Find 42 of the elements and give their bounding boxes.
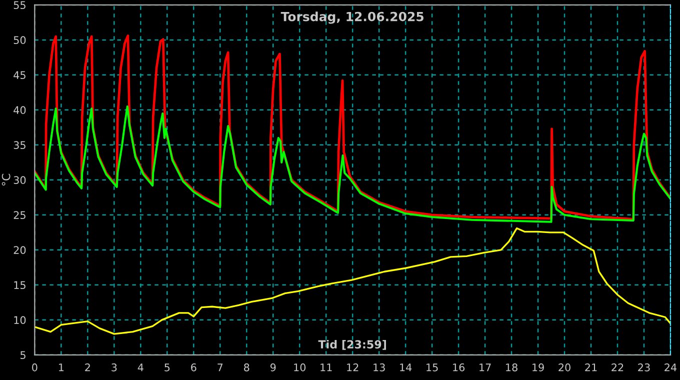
text: Torsdag, 12.06.2025 <box>280 12 424 24</box>
line-series <box>34 227 670 335</box>
x-tick-label: 15 <box>426 364 438 372</box>
x-tick-label: 22 <box>612 363 624 372</box>
x-tick-label: 16 <box>453 363 465 372</box>
y-tick-label: 15 <box>14 281 26 290</box>
x-tick-label: 14 <box>400 364 412 372</box>
y-tick-label: 30 <box>14 176 26 184</box>
y-axis-title: °C <box>2 174 10 186</box>
x-tick-label: 21 <box>585 363 597 372</box>
x-tick-label: 18 <box>506 363 518 372</box>
y-tick-label: 55 <box>14 1 26 10</box>
x-tick-label: 6 <box>191 363 196 372</box>
x-tick-label: 24 <box>664 363 677 372</box>
x-tick-label: 13 <box>374 363 385 372</box>
y-tick-label: 10 <box>14 316 26 324</box>
y-tick-label: 35 <box>14 141 26 150</box>
x-tick-label: 5 <box>164 364 170 372</box>
x-tick-label: 8 <box>244 363 250 372</box>
x-tick-label: 3 <box>112 363 117 372</box>
y-tick-label: 20 <box>14 246 26 254</box>
y-tick-label: 50 <box>14 36 26 44</box>
x-tick-label: 7 <box>218 364 223 372</box>
x-tick-label: 17 <box>480 364 491 372</box>
x-tick-label: 2 <box>85 363 90 372</box>
y-tick-label: 45 <box>14 71 26 80</box>
line-series <box>34 105 670 223</box>
x-tick-label: 20 <box>558 363 570 372</box>
x-tick-label: 23 <box>638 363 650 372</box>
y-tick-label: 40 <box>14 106 26 114</box>
x-tick-label: 10 <box>294 363 306 372</box>
x-tick-label: 4 <box>138 364 144 372</box>
x-axis-title: Tid [23:59] <box>318 340 386 350</box>
x-tick-label: 19 <box>532 363 544 372</box>
x-tick-label: 11 <box>320 364 332 372</box>
y-tick-label: 25 <box>14 211 26 220</box>
x-tick-label: 12 <box>347 363 358 372</box>
y-tick-label: 5 <box>20 351 26 360</box>
x-tick-label: 0 <box>32 363 38 372</box>
line-series <box>34 34 670 220</box>
x-tick-label: 9 <box>270 363 276 372</box>
x-tick-label: 1 <box>59 364 64 372</box>
